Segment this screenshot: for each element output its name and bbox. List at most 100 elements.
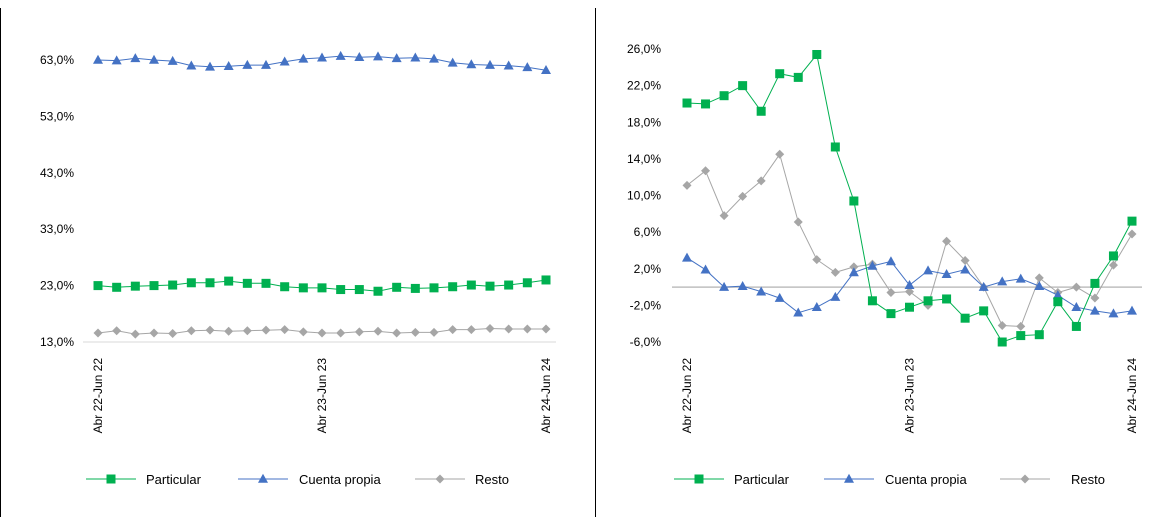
data-point-resto (504, 324, 514, 334)
data-point-particular (1108, 251, 1118, 261)
data-point-resto (756, 176, 766, 186)
data-point-cuenta_propia (205, 61, 215, 71)
data-point-cuenta_propia (923, 265, 934, 275)
y-tick-label: -2,0% (630, 298, 662, 312)
data-point-resto (373, 326, 383, 336)
legend-label-cuenta_propia: Cuenta propia (299, 472, 381, 487)
data-point-resto (1090, 293, 1100, 303)
data-point-cuenta_propia (541, 64, 551, 74)
x-tick-label: Abr 22-Jun 22 (680, 358, 694, 434)
y-tick-label: 14,0% (627, 152, 661, 166)
data-point-cuenta_propia (1089, 305, 1100, 315)
data-point-cuenta_propia (373, 51, 383, 61)
data-point-cuenta_propia (978, 281, 989, 291)
chart-title-strip (0, 0, 1176, 8)
data-point-cuenta_propia (1071, 302, 1082, 312)
data-point-resto (522, 324, 532, 334)
legend-marker-cuenta_propia (844, 473, 854, 483)
data-point-resto (168, 329, 178, 339)
data-point-cuenta_propia (1127, 305, 1137, 315)
data-point-particular (168, 280, 178, 290)
data-point-resto (242, 326, 252, 336)
data-point-cuenta_propia (1015, 273, 1026, 283)
data-point-resto (997, 321, 1007, 331)
legend-marker-resto (1020, 474, 1030, 484)
data-point-cuenta_propia (700, 264, 711, 274)
data-point-cuenta_propia (774, 292, 785, 302)
data-point-cuenta_propia (997, 276, 1008, 286)
data-point-resto (280, 325, 290, 335)
y-tick-label: 22,0% (627, 79, 661, 93)
data-point-particular (354, 285, 364, 295)
data-point-particular (93, 281, 103, 291)
legend-label-particular: Particular (146, 472, 202, 487)
data-point-cuenta_propia (130, 53, 141, 63)
y-tick-label: -6,0% (630, 335, 662, 349)
legend-label-resto: Resto (1071, 472, 1105, 487)
data-point-cuenta_propia (279, 56, 290, 66)
data-point-cuenta_propia (447, 57, 458, 67)
data-point-particular (541, 275, 551, 285)
data-point-particular (130, 281, 140, 291)
chart-panel-right: 26,0% 22,0% 18,0% 14,0% 10,0% 6,0% 2,0% -2,0% -6… (596, 8, 1176, 517)
data-point-particular (466, 280, 476, 290)
data-point-resto (298, 327, 308, 337)
data-point-resto (849, 262, 859, 272)
data-point-cuenta_propia (737, 280, 748, 290)
legend-marker-particular (694, 474, 704, 484)
data-point-resto (392, 328, 402, 338)
data-point-resto (719, 211, 729, 221)
data-point-resto (205, 325, 215, 335)
data-point-particular (242, 278, 252, 288)
data-point-particular (701, 99, 711, 109)
data-point-particular (997, 337, 1007, 347)
data-point-resto (354, 327, 364, 337)
data-point-resto (466, 325, 476, 335)
data-point-particular (1071, 321, 1081, 331)
data-point-particular (793, 72, 803, 82)
data-point-resto (336, 328, 346, 338)
chart-left-svg: 63,0% 53,0% 43,0% 33,0% 23,0% 13,0% Abr 22-Jun… (40, 50, 556, 487)
data-point-cuenta_propia (960, 264, 971, 274)
data-point-resto (130, 329, 140, 339)
data-point-particular (504, 280, 514, 290)
data-point-resto (1034, 273, 1044, 283)
y-tick-label: 43,0% (40, 166, 74, 180)
data-point-particular (485, 281, 495, 291)
data-point-cuenta_propia (793, 307, 804, 317)
data-point-particular (112, 282, 122, 292)
data-point-cuenta_propia (223, 61, 234, 71)
data-point-resto (905, 287, 914, 297)
data-point-cuenta_propia (682, 252, 692, 262)
data-point-particular (830, 142, 840, 152)
data-point-particular (1090, 278, 1100, 288)
data-point-particular (186, 278, 196, 288)
legend-label-resto: Resto (475, 472, 509, 487)
data-point-particular (756, 106, 766, 116)
data-point-particular (682, 98, 692, 108)
data-point-particular (1034, 330, 1044, 340)
data-point-cuenta_propia (410, 52, 421, 62)
data-point-particular (224, 276, 234, 286)
data-point-resto (701, 166, 711, 176)
data-point-resto (186, 326, 196, 336)
legend-label-cuenta_propia: Cuenta propia (885, 472, 967, 487)
y-tick-label: 33,0% (40, 222, 74, 236)
legend-marker-cuenta_propia (258, 473, 268, 483)
data-point-cuenta_propia (811, 302, 822, 312)
chart-panel-left: 63,0% 53,0% 43,0% 33,0% 23,0% 13,0% Abr 22-Jun… (0, 8, 596, 517)
data-point-resto (1016, 321, 1026, 331)
data-point-cuenta_propia (522, 62, 533, 72)
series-line-particular (686, 53, 1133, 343)
y-tick-label: 10,0% (627, 189, 661, 203)
data-point-cuenta_propia (186, 60, 197, 70)
data-point-particular (1053, 297, 1063, 307)
data-point-resto (112, 326, 122, 336)
data-point-cuenta_propia (503, 60, 514, 70)
data-point-cuenta_propia (317, 52, 327, 62)
data-point-cuenta_propia (93, 54, 103, 64)
data-point-particular (960, 313, 970, 323)
data-point-cuenta_propia (391, 53, 402, 63)
data-point-particular (867, 296, 877, 306)
data-point-cuenta_propia (298, 53, 309, 63)
